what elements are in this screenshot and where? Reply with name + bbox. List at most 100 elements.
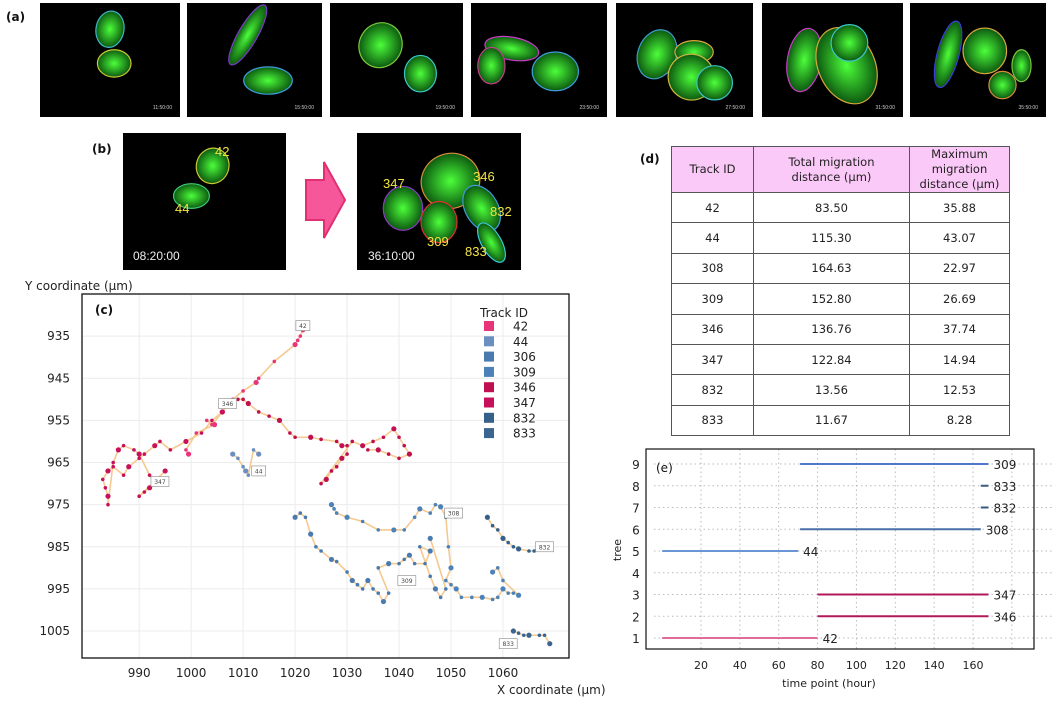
track-point-346	[256, 410, 261, 414]
y-tick-label: 945	[47, 371, 70, 385]
track-point-309	[470, 595, 474, 600]
cell-blob	[531, 51, 580, 92]
cell-blob	[382, 185, 424, 231]
track-point-44	[256, 451, 262, 457]
legend-swatch	[484, 397, 494, 408]
timelapse-frame: 11:50:00	[40, 3, 180, 117]
table-cell: 122.84	[753, 343, 910, 376]
panel-c-label: (c)	[95, 303, 113, 317]
track-point-347	[121, 443, 126, 448]
y-tick-label: 995	[47, 582, 70, 596]
track-point-347	[168, 448, 173, 452]
track-point-42	[253, 379, 259, 386]
track-point-306	[432, 586, 439, 592]
track-label: 833	[502, 641, 514, 648]
track-point-306	[319, 549, 323, 553]
track-point-306	[438, 595, 443, 600]
track-point-309	[448, 565, 454, 571]
track-point-306	[418, 544, 422, 549]
track-point-346	[371, 439, 375, 444]
track-point-42	[256, 376, 261, 381]
track-point-306	[349, 577, 355, 584]
track-point-42	[295, 338, 300, 343]
table-cell: 136.76	[753, 313, 910, 345]
y-tick-label: 955	[47, 413, 70, 427]
track-point-309	[402, 528, 407, 532]
track-point-347	[132, 448, 136, 452]
track-point-42	[241, 389, 245, 393]
track-label: 832	[539, 544, 551, 551]
track-point-346	[288, 431, 292, 435]
migration-table: Track ID Total migration distance (µm) M…	[671, 146, 1010, 437]
track-point-346	[323, 476, 329, 482]
table-cell: 12.53	[909, 374, 1010, 406]
table-cell: 44	[671, 222, 754, 254]
table-cell: 42	[671, 191, 754, 224]
legend-swatch	[484, 428, 494, 439]
cell-blob	[933, 20, 963, 89]
table-header-row: Track ID Total migration distance (µm) M…	[671, 146, 1010, 193]
track-point-306	[386, 561, 392, 567]
track-point-309	[328, 502, 335, 508]
track-point-306	[308, 531, 314, 537]
timestamp: 19:50:00	[435, 105, 455, 111]
track-label-box	[218, 398, 237, 409]
timestamp: 11:50:00	[152, 105, 172, 111]
legend-title: Track ID	[479, 306, 528, 320]
table-row: 346 136.76 37.74	[671, 313, 1010, 345]
track-point-309	[433, 502, 438, 507]
track-point-309	[459, 595, 464, 600]
track-point-306	[328, 556, 335, 563]
track-point-833	[542, 633, 547, 638]
cell-blob	[988, 70, 1017, 100]
track-point-42	[204, 418, 209, 423]
legend-swatch	[484, 336, 494, 347]
track-point-347	[105, 493, 111, 499]
panel-b-after-image: 347 346 832 309 833 36:10:00	[357, 133, 521, 270]
panel-b-before-image: 42 44 08:20:00	[123, 133, 286, 270]
track-label-box	[295, 320, 311, 331]
x-tick-label: 1000	[176, 666, 207, 680]
track-point-306	[334, 559, 339, 564]
track-point-347	[142, 490, 147, 494]
cell-blob	[476, 222, 506, 263]
track-point-306	[406, 552, 413, 558]
track-point-833	[526, 632, 532, 638]
track-label: 308	[448, 511, 460, 518]
y-tick-label: 935	[47, 329, 70, 343]
timestamp: 08:20:00	[133, 249, 180, 263]
track-point-833	[521, 633, 526, 638]
table-cell: 8.28	[909, 404, 1010, 437]
y-tick-label: 1005	[39, 624, 70, 638]
track-point-346	[397, 435, 401, 440]
cell-blob	[228, 4, 268, 66]
legend-label: 833	[513, 427, 536, 441]
track-point-44	[243, 468, 249, 474]
table-cell: 308	[671, 252, 754, 285]
y-tick-label: 985	[47, 540, 70, 554]
column-header: Track ID	[671, 146, 754, 193]
track-label: 347	[154, 479, 166, 486]
track-point-309	[446, 544, 451, 549]
table-cell: 832	[671, 374, 754, 406]
track-point-346	[345, 443, 349, 448]
cell-label-833: 833	[465, 244, 487, 259]
track-point-347	[136, 451, 142, 457]
cell-blob	[830, 24, 869, 62]
table-cell: 11.67	[753, 404, 910, 437]
track-point-306	[298, 511, 303, 515]
track-point-306	[444, 587, 448, 591]
track-point-347	[106, 502, 110, 507]
track-point-309	[360, 519, 365, 524]
panel-b-label: (b)	[92, 142, 112, 156]
track-point-346	[402, 443, 407, 448]
track-label-box	[535, 541, 554, 553]
track-point-306	[376, 591, 381, 595]
cell-blob	[477, 46, 506, 85]
table-cell: 43.07	[909, 222, 1010, 254]
track-point-309	[332, 507, 336, 511]
cell-label-832: 832	[490, 204, 512, 219]
track-point-44	[241, 464, 245, 469]
track-point-309	[501, 578, 505, 583]
table-cell: 14.94	[909, 343, 1010, 376]
